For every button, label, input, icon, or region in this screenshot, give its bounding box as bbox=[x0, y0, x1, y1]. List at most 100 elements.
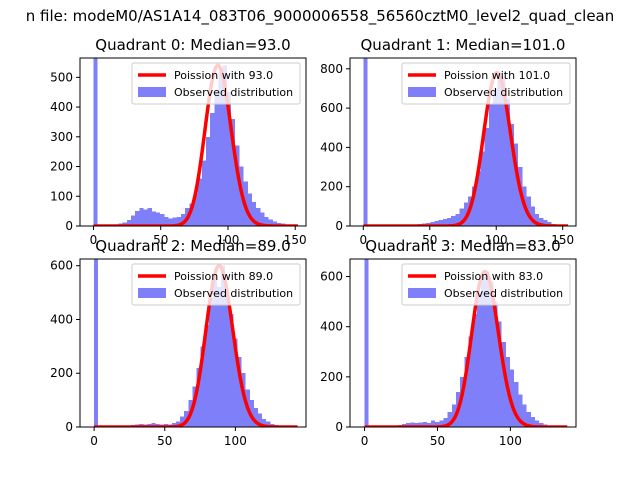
histogram-bar bbox=[126, 220, 131, 226]
histogram-bar bbox=[526, 411, 531, 427]
histogram-bar bbox=[210, 113, 215, 226]
histogram-bar bbox=[447, 218, 452, 226]
x-tick-label: 50 bbox=[153, 233, 168, 247]
histogram-bar bbox=[221, 265, 226, 427]
y-tick-label: 100 bbox=[50, 189, 73, 203]
histogram-bar bbox=[460, 376, 465, 427]
histogram-bar bbox=[543, 220, 548, 226]
histogram-bar bbox=[410, 422, 415, 427]
legend-label-poisson: Poission with 89.0 bbox=[174, 270, 273, 283]
legend-label-poisson: Poission with 93.0 bbox=[174, 69, 273, 82]
chart-legend: Poission with 101.0 Observed distribution bbox=[401, 62, 571, 105]
histogram-bar bbox=[476, 294, 481, 427]
histogram-bar bbox=[480, 276, 486, 427]
histogram-bar bbox=[422, 421, 427, 427]
legend-box bbox=[131, 62, 301, 105]
legend-swatch-observed bbox=[138, 288, 166, 298]
y-tick-label: 200 bbox=[320, 370, 343, 384]
histogram-bar bbox=[451, 216, 456, 226]
histogram-bar bbox=[268, 219, 273, 226]
histogram-bar bbox=[233, 338, 238, 427]
chart-frame bbox=[349, 57, 577, 227]
histogram-bar bbox=[364, 259, 369, 427]
chart-legend: Poission with 89.0 Observed distribution bbox=[131, 263, 301, 306]
histogram-bar bbox=[206, 136, 211, 226]
histogram-bar bbox=[251, 202, 257, 226]
chart-panel-1: 0 50 100 150 0 200 400 600 800 Quadrant 1: Median… bbox=[320, 36, 577, 247]
y-tick-label: 800 bbox=[320, 62, 343, 76]
histogram-bar bbox=[189, 203, 194, 226]
histogram-bar bbox=[139, 208, 144, 226]
histogram-bar bbox=[480, 151, 485, 226]
histogram-bar bbox=[226, 92, 232, 226]
y-tick-label: 200 bbox=[50, 366, 73, 380]
figure-suptitle: n file: modeM0/AS1A14_083T06_9000006558_… bbox=[26, 7, 615, 26]
x-tick-label: 0 bbox=[359, 233, 367, 247]
histogram-bar bbox=[439, 420, 444, 427]
y-tick-label: 200 bbox=[320, 180, 343, 194]
y-tick-label: 400 bbox=[50, 100, 73, 114]
x-tick-label: 0 bbox=[361, 434, 369, 448]
chart-title: Quadrant 0: Median=93.0 bbox=[95, 36, 290, 54]
legend-swatch-observed bbox=[408, 288, 436, 298]
histogram-bar bbox=[488, 104, 494, 226]
histogram-bar bbox=[272, 221, 277, 226]
histogram-bar bbox=[151, 211, 157, 226]
histogram-bar bbox=[204, 324, 209, 427]
histogram-bar bbox=[406, 423, 411, 427]
histogram-bar bbox=[485, 271, 490, 427]
histogram-bar bbox=[435, 421, 440, 427]
histogram-bar bbox=[176, 421, 181, 427]
histogram-bar bbox=[237, 357, 242, 427]
histogram-bar bbox=[363, 58, 368, 226]
histogram-bar bbox=[247, 193, 252, 226]
histogram-bar bbox=[256, 208, 261, 226]
x-tick-label: 50 bbox=[430, 434, 445, 448]
chart-title: Quadrant 2: Median=89.0 bbox=[95, 237, 290, 255]
histogram-bar bbox=[197, 178, 202, 226]
histogram-bar bbox=[505, 98, 510, 226]
x-tick-label: 100 bbox=[224, 434, 247, 448]
y-tick-label: 300 bbox=[50, 130, 73, 144]
chart-frame bbox=[349, 258, 577, 428]
histogram-bar bbox=[497, 321, 502, 427]
y-tick-label: 600 bbox=[320, 270, 343, 284]
histogram-bar bbox=[442, 219, 448, 226]
chart-title: Quadrant 3: Median=83.0 bbox=[365, 237, 560, 255]
chart-legend: Poission with 93.0 Observed distribution bbox=[131, 62, 301, 105]
histogram-bar bbox=[135, 211, 140, 226]
y-tick-label: 0 bbox=[335, 219, 343, 233]
histogram-bar bbox=[266, 421, 271, 427]
histogram-bar bbox=[212, 276, 218, 427]
histogram-bar bbox=[231, 118, 236, 226]
y-tick-label: 600 bbox=[320, 101, 343, 115]
chart-plot-area bbox=[93, 58, 299, 226]
chart-panel-0: 0 50 100 150 0 100 200 300 400 500 Quadrant 0: Med… bbox=[50, 36, 307, 247]
histogram-bar bbox=[264, 217, 269, 226]
histogram-bar bbox=[534, 420, 540, 427]
histogram-bar bbox=[147, 208, 152, 226]
histogram-bar bbox=[172, 217, 177, 226]
histogram-bar bbox=[438, 220, 443, 226]
histogram-bar bbox=[539, 218, 544, 226]
histogram-bar bbox=[493, 301, 498, 427]
histogram-bar bbox=[497, 72, 502, 226]
histogram-bar bbox=[501, 341, 506, 427]
histogram-bar bbox=[235, 145, 240, 226]
histogram-bar bbox=[168, 218, 173, 226]
histogram-bar bbox=[151, 422, 156, 427]
histogram-bar bbox=[484, 127, 489, 226]
histogram-bar bbox=[472, 186, 477, 226]
histogram-bar bbox=[229, 314, 234, 427]
legend-label-observed: Observed distribution bbox=[174, 287, 293, 300]
histogram-bar bbox=[200, 346, 205, 427]
x-tick-label: 150 bbox=[284, 233, 307, 247]
histogram-bar bbox=[156, 212, 161, 226]
x-tick-label: 100 bbox=[499, 434, 522, 448]
histogram-bar bbox=[493, 88, 498, 226]
legend-swatch-observed bbox=[138, 87, 166, 97]
x-tick-label: 0 bbox=[90, 434, 98, 448]
y-tick-label: 500 bbox=[50, 70, 73, 84]
